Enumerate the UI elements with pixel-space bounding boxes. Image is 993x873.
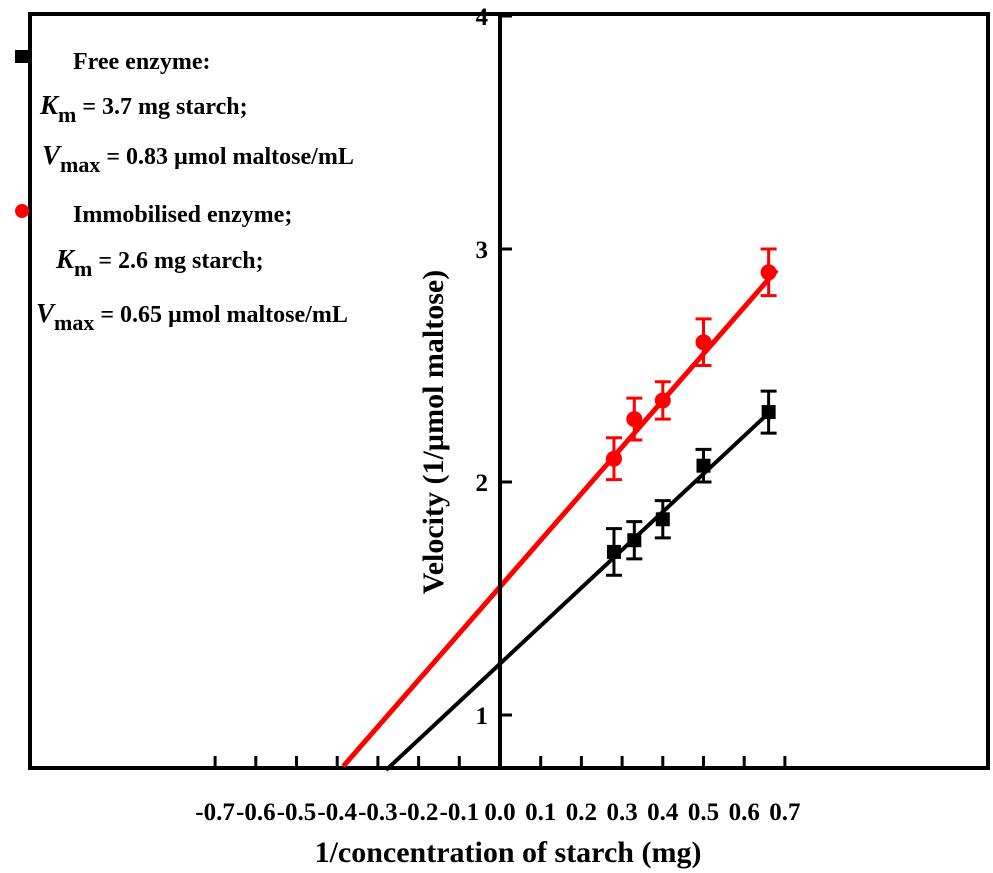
x-tick-label: -0.2 (399, 799, 439, 826)
plot-area (28, 12, 990, 770)
x-tick-label: 0.5 (688, 799, 719, 826)
x-tick-label: 0.0 (484, 799, 515, 826)
plot-frame (28, 12, 990, 770)
data-point-free (696, 458, 711, 473)
x-tick-label: -0.3 (358, 799, 398, 826)
x-tick-label: 0.1 (525, 799, 556, 826)
legend-immobilised-vmax: Vmax = 0.65 µmol maltose/mL (36, 298, 348, 335)
data-point-immobilised (695, 334, 712, 351)
legend-free-title: Free enzyme: (73, 49, 210, 75)
data-point-free (655, 512, 670, 527)
x-tick-label: -0.6 (236, 799, 276, 826)
data-point-free (606, 544, 621, 559)
data-point-immobilised (626, 411, 643, 428)
x-tick-label: 0.6 (729, 799, 760, 826)
data-point-free (761, 405, 776, 420)
legend-immobilised-title: Immobilised enzyme; (73, 202, 292, 228)
data-points (605, 247, 777, 577)
y-tick-label: 2 (476, 470, 489, 497)
x-axis-title: 1/concentration of starch (mg) (315, 836, 702, 869)
legend-square-marker (15, 50, 28, 63)
data-point-immobilised (605, 450, 622, 467)
axes: -0.7 -0.6 -0.5 -0.4 -0.3 -0.2 -0.1 0.0 0.1 0.2 0.3… (195, 4, 800, 826)
y-tick-label: 4 (476, 4, 489, 31)
legend-immobilised-km: Km = 2.6 mg starch; (55, 244, 264, 281)
x-tick-label: -0.1 (440, 799, 480, 826)
data-point-free (627, 533, 642, 548)
x-tick-label: -0.4 (317, 799, 357, 826)
legend: Free enzyme: Km = 3.7 mg starch; Vmax = … (15, 49, 354, 335)
data-point-immobilised (760, 264, 777, 281)
y-axis-title: Velocity (1/µmol maltose) (417, 270, 450, 594)
x-tick-label: -0.7 (195, 799, 235, 826)
legend-entry-free-enzyme: Free enzyme: Km = 3.7 mg starch; Vmax = … (15, 49, 354, 177)
x-tick-label: 0.2 (566, 799, 597, 826)
legend-circle-marker (15, 204, 29, 218)
legend-free-km: Km = 3.7 mg starch; (39, 90, 248, 127)
y-tick-label: 3 (476, 237, 489, 264)
legend-entry-immobilised-enzyme: Immobilised enzyme; Km = 2.6 mg starch; … (15, 202, 348, 335)
legend-free-vmax: Vmax = 0.83 µmol maltose/mL (42, 140, 354, 177)
x-tick-label: 0.7 (769, 799, 800, 826)
x-tick-label: 0.3 (606, 799, 637, 826)
x-tick-label: -0.5 (277, 799, 317, 826)
data-point-immobilised (654, 392, 671, 409)
x-tick-label: 0.4 (647, 799, 679, 826)
y-tick-label: 1 (476, 703, 489, 730)
